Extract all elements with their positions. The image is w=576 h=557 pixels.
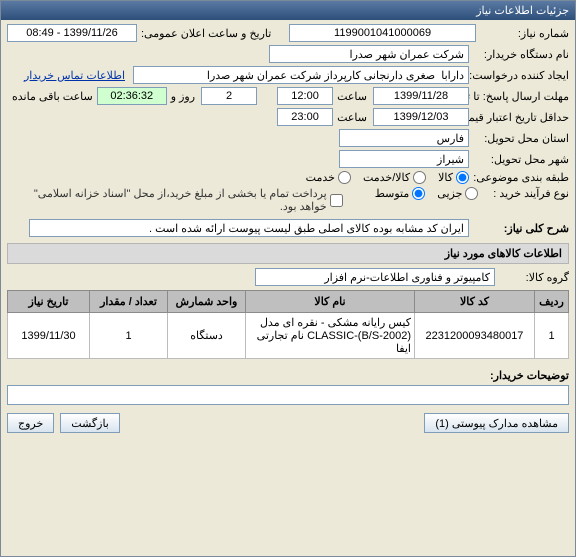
lbl-hours-remaining: ساعت باقی مانده [12, 90, 93, 103]
btn-view-attachments[interactable]: مشاهده مدارک پیوستی (1) [424, 413, 569, 433]
th-qty: تعداد / مقدار [90, 291, 168, 313]
lbl-hour-1: ساعت [337, 90, 367, 103]
radio-medium-wrap[interactable]: متوسط [375, 187, 426, 200]
cell-title: کیس رایانه مشکی - نقره ای مدل CLASSIC-(B… [246, 313, 415, 359]
radio-goods-wrap[interactable]: کالا [438, 171, 469, 184]
table-row[interactable]: 1 2231200093480017 کیس رایانه مشکی - نقر… [8, 313, 569, 359]
inp-time-remaining[interactable] [97, 87, 167, 105]
lbl-buyer-notes: توضیحات خریدار: [490, 369, 569, 382]
lbl-grouping: طبقه بندی موضوعی: [473, 171, 569, 184]
lbl-delivery-province: استان محل تحویل: [473, 132, 569, 145]
inp-validity-date[interactable] [373, 108, 469, 126]
radio-low-label: جزیی [437, 187, 462, 200]
inp-deadline-time[interactable] [277, 87, 333, 105]
btn-exit[interactable]: خروج [7, 413, 54, 433]
chk-partial-label: پرداخت تمام یا بخشی از مبلغ خرید،از محل … [19, 187, 327, 213]
lbl-price-validity: حداقل تاریخ اعتبار قیمت: تا تاریخ: [473, 111, 569, 124]
lbl-delivery-city: شهر محل تحویل: [473, 153, 569, 166]
inp-buyer-org[interactable] [269, 45, 469, 63]
cell-date: 1399/11/30 [8, 313, 90, 359]
lbl-creator: ایجاد کننده درخواست: [473, 69, 569, 82]
chk-partial[interactable] [330, 194, 343, 207]
items-table: ردیف کد کالا نام کالا واحد شمارش تعداد /… [7, 290, 569, 359]
th-row: ردیف [535, 291, 569, 313]
lbl-hour-2: ساعت [337, 111, 367, 124]
radio-service-label: خدمت [306, 171, 335, 184]
radio-service-wrap[interactable]: خدمت [306, 171, 351, 184]
cell-qty: 1 [90, 313, 168, 359]
lbl-need-number: شماره نیاز: [480, 27, 569, 40]
inp-announce-datetime[interactable] [7, 24, 137, 42]
th-unit: واحد شمارش [168, 291, 246, 313]
inp-deadline-date[interactable] [373, 87, 469, 105]
inp-delivery-city[interactable] [339, 150, 469, 168]
cell-unit: دستگاه [168, 313, 246, 359]
link-buyer-contact[interactable]: اطلاعات تماس خریدار [24, 69, 125, 82]
radio-medium[interactable] [412, 187, 425, 200]
inp-buyer-notes[interactable] [7, 385, 569, 405]
radio-goods-service[interactable] [413, 171, 426, 184]
radio-goods-label: کالا [438, 171, 453, 184]
info-window: جزئیات اطلاعات نیاز شماره نیاز: تاریخ و … [0, 0, 576, 557]
radio-medium-label: متوسط [375, 187, 410, 200]
inp-need-desc[interactable] [29, 219, 469, 237]
lbl-process: نوع فرآیند خرید : [482, 187, 569, 200]
btn-back[interactable]: بازگشت [60, 413, 120, 433]
lbl-answer-deadline: مهلت ارسال پاسخ: تا تاریخ: [473, 90, 569, 103]
inp-validity-time[interactable] [277, 108, 333, 126]
th-date: تاریخ نیاز [8, 291, 90, 313]
window-titlebar: جزئیات اطلاعات نیاز [1, 1, 575, 20]
cell-row: 1 [535, 313, 569, 359]
chk-partial-wrap[interactable]: پرداخت تمام یا بخشی از مبلغ خرید،از محل … [19, 187, 343, 213]
lbl-buyer-org: نام دستگاه خریدار: [473, 48, 569, 61]
inp-creator[interactable] [133, 66, 469, 84]
inp-goods-group[interactable] [255, 268, 495, 286]
cell-code: 2231200093480017 [415, 313, 535, 359]
lbl-need-desc: شرح کلی نیاز: [473, 222, 569, 235]
radio-low[interactable] [465, 187, 478, 200]
window-content: شماره نیاز: تاریخ و ساعت اعلان عمومی: نا… [1, 20, 575, 556]
th-name: نام کالا [246, 291, 415, 313]
window-title: جزئیات اطلاعات نیاز [476, 4, 569, 17]
radio-goods-service-wrap[interactable]: کالا/خدمت [363, 171, 426, 184]
lbl-goods-group: گروه کالا: [499, 271, 569, 284]
lbl-day-and: روز و [171, 90, 195, 103]
lbl-announce-datetime: تاریخ و ساعت اعلان عمومی: [141, 27, 271, 40]
th-code: کد کالا [415, 291, 535, 313]
radio-service[interactable] [338, 171, 351, 184]
section-items-header: اطلاعات کالاهای مورد نیاز [7, 243, 569, 264]
inp-delivery-province[interactable] [339, 129, 469, 147]
inp-need-number[interactable] [289, 24, 475, 42]
radio-goods[interactable] [456, 171, 469, 184]
radio-goods-service-label: کالا/خدمت [363, 171, 410, 184]
footer-buttons: مشاهده مدارک پیوستی (1) بازگشت خروج [7, 413, 569, 433]
inp-days-remaining[interactable] [201, 87, 257, 105]
items-tbody: 1 2231200093480017 کیس رایانه مشکی - نقر… [8, 313, 569, 359]
radio-low-wrap[interactable]: جزیی [437, 187, 478, 200]
